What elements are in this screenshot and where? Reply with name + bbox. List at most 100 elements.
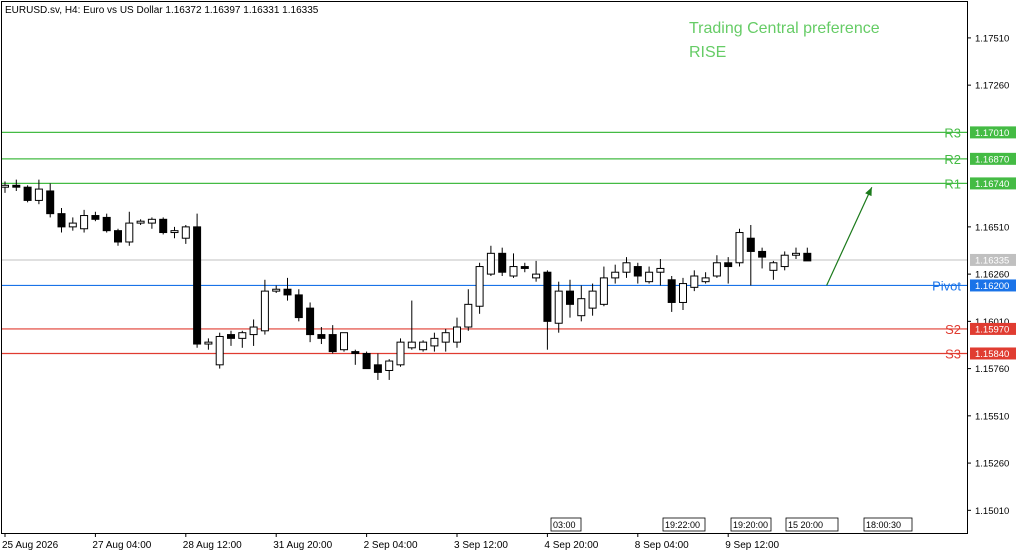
level-name-r3: R3 (944, 125, 961, 140)
candle-body (306, 307, 315, 336)
candle-body (317, 334, 326, 339)
candle-body (667, 279, 676, 303)
candle-body (373, 364, 382, 373)
candle-body (351, 351, 360, 354)
candle-body (475, 266, 484, 307)
session-marker-label: 03:00 (553, 520, 576, 530)
price-tag-r1 (970, 177, 1016, 190)
candle-body (803, 252, 812, 262)
candle-body (283, 288, 292, 296)
candle-body (577, 298, 586, 317)
x-tick-label: 3 Sep 12:00 (454, 540, 508, 551)
candle-body (509, 266, 518, 277)
forecast-arrow-head (865, 187, 872, 197)
candle-body (407, 341, 416, 349)
session-marker-label: 19:22:00 (665, 520, 700, 530)
candle-body (136, 220, 145, 224)
x-tick-label: 2 Sep 04:00 (364, 540, 418, 551)
candle-body (701, 277, 710, 283)
candle-body (385, 360, 394, 371)
candle-body (102, 216, 111, 232)
y-tick-label: 1.15510 (975, 411, 1009, 422)
candle-body (12, 184, 21, 188)
level-name-s3: S3 (945, 346, 961, 361)
y-tick-label: 1.15010 (975, 506, 1009, 517)
level-name-s2: S2 (945, 322, 961, 337)
candle-body (249, 326, 258, 336)
candle-body (532, 273, 541, 279)
candle-body (91, 215, 100, 220)
candle-body (46, 190, 55, 215)
preference-title: Trading Central preference (689, 20, 880, 37)
candle-body (543, 271, 552, 322)
session-marker (730, 517, 772, 532)
candle-body (57, 213, 66, 228)
level-name-pivot: Pivot (932, 278, 961, 293)
candle-body (622, 262, 631, 273)
price-tag-label: 1.17010 (975, 128, 1009, 139)
y-tick-label: 1.16260 (975, 270, 1009, 281)
candle-body (215, 335, 224, 366)
x-tick-label: 4 Sep 20:00 (544, 540, 598, 551)
symbol-info: EURUSD.sv, H4: Euro vs US Dollar 1.16372… (5, 5, 319, 16)
candle-body (645, 271, 654, 283)
candle-body (340, 332, 348, 351)
candle-body (769, 262, 778, 271)
candle-body (34, 188, 43, 201)
y-tick-label: 1.16510 (975, 222, 1009, 233)
candle-body (599, 277, 608, 305)
forecast-arrow (826, 186, 873, 286)
price-tag-pivot (970, 279, 1016, 292)
y-tick-label: 1.15760 (975, 364, 1009, 375)
candle-body (1, 184, 9, 188)
price-tag-label: 1.15970 (975, 324, 1009, 335)
x-tick-label: 8 Sep 04:00 (635, 540, 689, 551)
candle-body (633, 266, 642, 277)
candle-body (147, 218, 156, 224)
x-tick-label: 27 Aug 04:00 (92, 540, 151, 551)
y-tick-label: 1.17260 (975, 81, 1009, 92)
session-marker (863, 517, 913, 532)
candle-body (758, 250, 767, 258)
candle-body (419, 341, 428, 351)
candle-body (362, 352, 371, 370)
candle-body (746, 237, 755, 252)
candle-body (80, 215, 89, 230)
candle-body (656, 267, 665, 273)
candle-body (125, 222, 134, 243)
candle-body (724, 262, 733, 268)
candle-body (690, 275, 699, 288)
candle-body (272, 288, 281, 292)
level-name-r2: R2 (944, 152, 961, 167)
candle-body (464, 303, 473, 328)
session-markers: 03:00 19:22:00 19:20:00 15 20:00 18:00:3… (550, 517, 913, 532)
y-tick-label: 1.17510 (975, 33, 1009, 44)
candle-body (611, 271, 620, 279)
session-marker-label: 19:20:00 (733, 520, 768, 530)
candle-body (554, 290, 563, 324)
plot-frame (1, 1, 968, 534)
candle-body (114, 230, 122, 243)
x-tick-label: 28 Aug 12:00 (183, 540, 242, 551)
x-tick-label: 31 Aug 20:00 (273, 540, 332, 551)
candle-body (679, 283, 687, 303)
session-marker (785, 517, 839, 532)
candle-body (453, 326, 461, 343)
candle-body (227, 334, 235, 339)
candle-body (181, 226, 190, 239)
candle-body (204, 341, 213, 345)
candle-body (780, 254, 789, 268)
candle-body (520, 266, 529, 269)
level-name-r1: R1 (944, 176, 961, 191)
price-tag-label: 1.15840 (975, 349, 1009, 360)
session-marker-label: 18:00:30 (866, 520, 901, 530)
candle-body (712, 262, 721, 277)
y-tick-label: 1.16010 (975, 317, 1009, 328)
preference-direction: RISE (689, 44, 726, 61)
price-tag-label: 1.16200 (975, 281, 1009, 292)
session-marker-label: 15 20:00 (788, 520, 823, 530)
price-tag-label: 1.16870 (975, 154, 1009, 165)
candle-body (260, 290, 269, 332)
